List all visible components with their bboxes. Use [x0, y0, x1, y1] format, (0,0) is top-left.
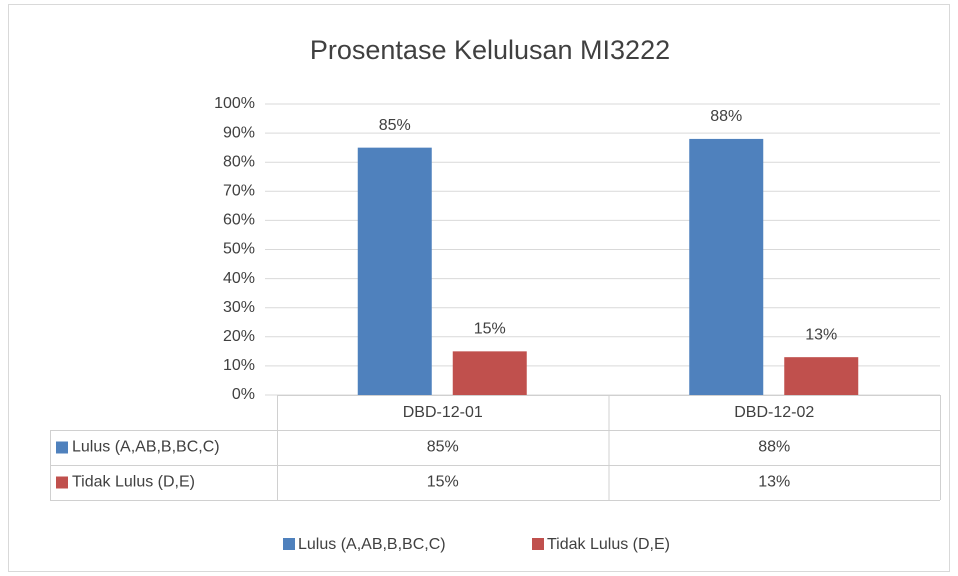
- y-tick-label: 20%: [223, 328, 255, 345]
- y-tick-label: 90%: [223, 124, 255, 141]
- y-tick-label: 70%: [223, 183, 255, 200]
- table-cell: 15%: [427, 474, 459, 491]
- bar: [357, 147, 432, 395]
- y-tick-label: 40%: [223, 270, 255, 287]
- legend-label: Lulus (A,AB,B,BC,C): [298, 536, 446, 553]
- y-tick-label: 30%: [223, 299, 255, 316]
- data-label: 85%: [379, 117, 411, 134]
- data-label: 15%: [474, 321, 506, 338]
- table-cell: 88%: [758, 439, 790, 456]
- legend-key: [56, 476, 68, 489]
- x-tick-label: DBD-12-02: [734, 404, 814, 421]
- table-row-label: Lulus (A,AB,B,BC,C): [72, 439, 220, 456]
- x-tick-label: DBD-12-01: [403, 404, 483, 421]
- y-tick-label: 10%: [223, 357, 255, 374]
- y-tick-label: 60%: [223, 212, 255, 229]
- table-row-label: Tidak Lulus (D,E): [72, 474, 195, 491]
- legend-label: Tidak Lulus (D,E): [547, 536, 670, 553]
- bar: [689, 138, 764, 396]
- bar: [784, 357, 859, 395]
- data-label: 13%: [805, 326, 837, 343]
- legend-key: [283, 538, 295, 550]
- table-cell: 13%: [758, 474, 790, 491]
- chart-title: Prosentase Kelulusan MI3222: [310, 35, 670, 65]
- y-tick-label: 80%: [223, 153, 255, 170]
- data-label: 88%: [710, 108, 742, 125]
- table-cell: 85%: [427, 439, 459, 456]
- y-tick-label: 50%: [223, 241, 255, 258]
- y-tick-label: 0%: [232, 386, 255, 403]
- bar: [452, 351, 527, 395]
- chart-border: [8, 4, 950, 572]
- y-tick-label: 100%: [214, 95, 255, 112]
- legend-key: [56, 441, 68, 454]
- legend-key: [532, 538, 544, 550]
